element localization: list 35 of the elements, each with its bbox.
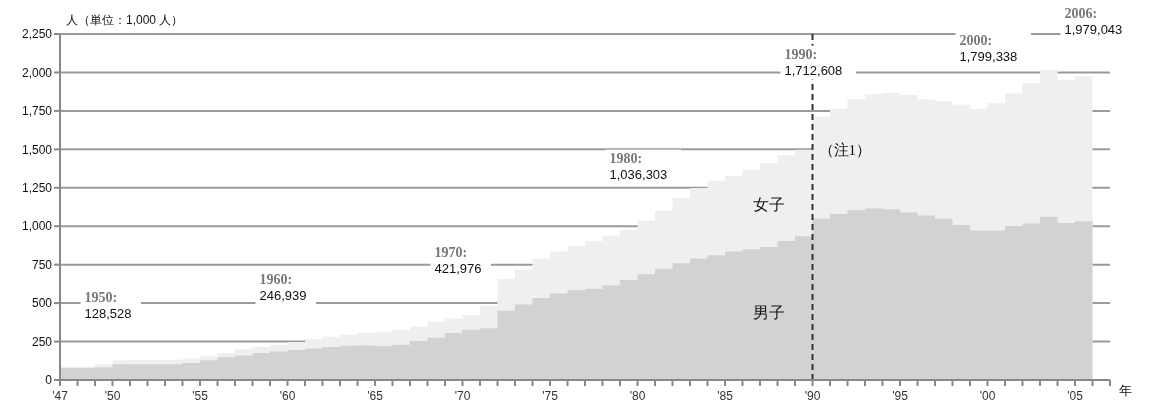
x-tick-label: '85 [717, 389, 734, 403]
y-tick-label: 2,250 [21, 27, 53, 42]
x-axis-title: 年 [1119, 382, 1132, 400]
x-tick-label: '50 [104, 389, 121, 403]
x-tick-label: '70 [454, 389, 471, 403]
y-tick-label: 500 [31, 296, 53, 311]
x-tick-label: '47 [52, 389, 69, 403]
y-axis-title: 人（単位：1,000 人） [66, 12, 184, 29]
annotation: 1980: 1,036,303 [609, 150, 668, 182]
series-label: 男子 [752, 304, 785, 322]
annotation: 2000: 1,799,338 [959, 33, 1018, 65]
annotation: 1960: 246,939 [259, 272, 307, 304]
annotation: 1990: 1,712,608 [784, 46, 843, 78]
x-tick-label: '65 [367, 389, 384, 403]
annotation: 2006: 1,979,043 [1064, 5, 1123, 37]
ref-line-label: （注1） [818, 142, 871, 159]
y-tick-label: 1,750 [21, 104, 53, 119]
y-tick-label: 250 [31, 334, 53, 349]
y-tick-label: 0 [45, 373, 53, 388]
x-tick-label: '80 [629, 389, 646, 403]
annotation: 1970: 421,976 [434, 245, 482, 277]
x-tick-label: '60 [279, 389, 296, 403]
y-tick-label: 1,000 [21, 219, 53, 234]
annotation: 1950: 128,528 [84, 290, 132, 322]
y-tick-label: 1,500 [21, 142, 53, 157]
x-tick-label: '75 [542, 389, 559, 403]
x-tick-label: '90 [804, 389, 821, 403]
series-label: 女子 [752, 196, 785, 214]
x-tick-label: '05 [1067, 389, 1084, 403]
x-tick-label: '00 [979, 389, 996, 403]
x-tick-label: '95 [892, 389, 909, 403]
y-tick-label: 2,000 [21, 65, 53, 80]
x-tick-label: '55 [192, 389, 209, 403]
y-tick-label: 1,250 [21, 181, 53, 196]
y-tick-label: 750 [31, 257, 53, 272]
